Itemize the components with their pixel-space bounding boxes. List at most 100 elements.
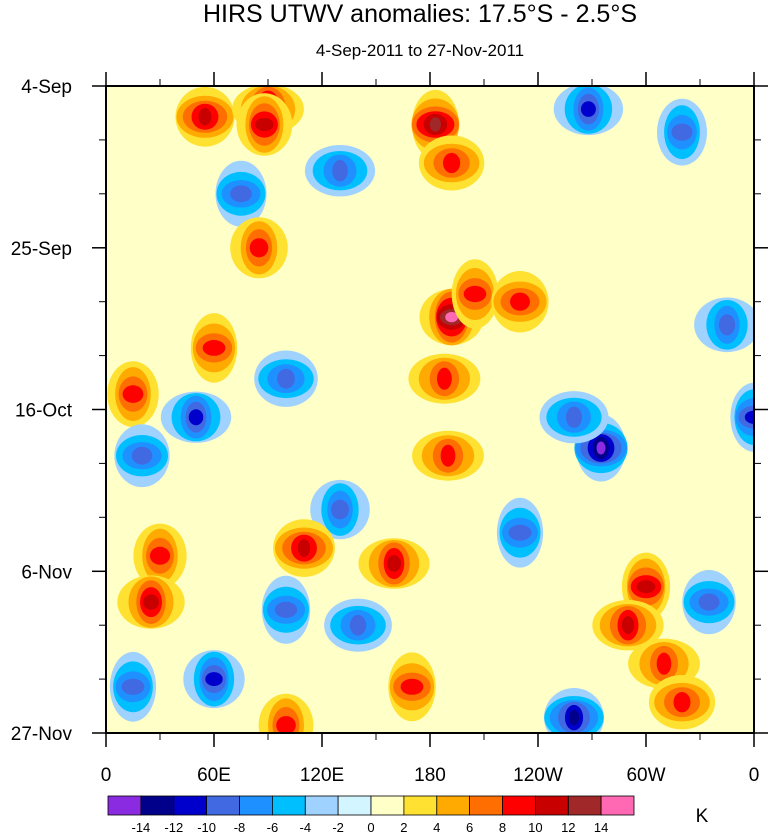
colorbar-swatch xyxy=(337,795,372,816)
colorbar-swatch xyxy=(567,795,602,816)
anomaly-feature xyxy=(451,259,499,329)
anomaly-contour xyxy=(508,524,532,541)
anomaly-field xyxy=(107,86,754,733)
colorbar-unit: K xyxy=(696,806,709,827)
anomaly-feature xyxy=(496,497,544,568)
colorbar-tick-label: -10 xyxy=(197,820,216,834)
colorbar-swatch xyxy=(370,795,405,816)
anomaly-contour xyxy=(510,292,530,311)
anomaly-contour xyxy=(718,314,736,336)
anomaly-contour xyxy=(349,614,367,636)
x-tick-label: 0 xyxy=(101,765,112,786)
anomaly-contour xyxy=(202,340,226,356)
anomaly-contour xyxy=(400,678,424,695)
colorbar-tick-label: -2 xyxy=(332,820,344,834)
anomaly-feature xyxy=(324,598,392,652)
y-tick-label: 16-Oct xyxy=(15,401,73,422)
colorbar-swatch xyxy=(502,795,536,816)
anomaly-feature xyxy=(183,650,245,709)
anomaly-feature xyxy=(682,570,736,635)
colorbar-tick-label: 10 xyxy=(528,820,542,834)
colorbar-tick-label: -6 xyxy=(267,820,279,834)
anomaly-contour xyxy=(149,546,171,565)
anomaly-feature xyxy=(592,600,664,651)
anomaly-feature xyxy=(539,391,609,444)
anomaly-contour xyxy=(332,159,348,182)
anomaly-contour xyxy=(122,385,144,403)
colorbar-tick-label: -8 xyxy=(234,820,246,834)
colorbar-tick-label: 12 xyxy=(561,820,575,834)
x-tick-label: 0 xyxy=(749,765,760,786)
anomaly-contour xyxy=(437,367,452,390)
anomaly-contour xyxy=(566,406,582,428)
anomaly-feature xyxy=(175,86,235,147)
colorbar-swatch xyxy=(436,795,471,816)
colorbar-swatch xyxy=(469,795,503,816)
x-tick-label: 60E xyxy=(197,765,231,786)
anomaly-contour xyxy=(249,238,269,258)
anomaly-feature xyxy=(648,675,716,730)
colorbar-tick-label: 2 xyxy=(400,820,407,834)
colorbar-swatch xyxy=(173,795,208,816)
anomaly-feature xyxy=(408,353,481,404)
anomaly-feature xyxy=(730,382,754,452)
chart-subtitle: 4-Sep-2011 to 27-Nov-2011 xyxy=(316,41,524,60)
colorbar-tick-label: -14 xyxy=(132,820,151,834)
anomaly-contour xyxy=(445,312,458,323)
anomaly-feature xyxy=(109,651,157,722)
anomaly-feature xyxy=(621,552,671,621)
anomaly-contour xyxy=(596,441,606,455)
x-tick-label: 180 xyxy=(414,765,446,786)
colorbar: -14 -12 -10 -8 -6 -4 -2 0 2 4 6 8 10 12 14 xyxy=(107,795,635,834)
anomaly-feature xyxy=(358,538,430,589)
anomaly-contour xyxy=(297,539,311,557)
anomaly-feature xyxy=(236,93,293,156)
anomaly-feature xyxy=(418,135,485,191)
anomaly-contour xyxy=(671,123,693,141)
anomaly-feature xyxy=(133,523,187,588)
colorbar-swatch xyxy=(239,795,273,816)
anomaly-contour xyxy=(698,593,720,611)
anomaly-feature xyxy=(412,430,484,481)
anomaly-contour xyxy=(277,368,295,389)
colorbar-swatch xyxy=(206,795,240,816)
anomaly-feature xyxy=(304,145,376,197)
colorbar-swatch xyxy=(403,795,438,816)
anomaly-contour xyxy=(673,692,691,713)
colorbar-tick-label: 6 xyxy=(466,820,473,834)
anomaly-contour xyxy=(255,117,274,132)
colorbar-tick-label: 0 xyxy=(367,820,374,834)
colorbar-swatch xyxy=(107,795,142,816)
anomaly-contour xyxy=(121,678,145,695)
anomaly-feature xyxy=(107,361,159,427)
y-tick-label: 27-Nov xyxy=(11,724,73,745)
anomaly-contour xyxy=(463,285,487,303)
anomaly-contour xyxy=(276,716,296,733)
anomaly-contour xyxy=(621,616,635,635)
anomaly-feature xyxy=(261,575,311,644)
anomaly-feature xyxy=(230,217,288,279)
anomaly-feature xyxy=(694,297,754,353)
anomaly-contour xyxy=(568,710,580,726)
anomaly-feature xyxy=(117,575,185,629)
anomaly-contour xyxy=(198,108,212,126)
anomaly-feature xyxy=(114,424,170,488)
colorbar-tick-label: 14 xyxy=(594,820,608,834)
anomaly-contour xyxy=(744,410,754,424)
anomaly-contour xyxy=(386,555,402,572)
colorbar-tick-label: 8 xyxy=(499,820,506,834)
anomaly-feature xyxy=(657,98,707,166)
anomaly-contour xyxy=(656,652,672,675)
anomaly-contour xyxy=(230,185,252,203)
colorbar-swatch xyxy=(535,795,569,816)
anomaly-feature xyxy=(491,271,549,333)
x-tick-label: 60W xyxy=(626,765,665,786)
x-axis: 0 60E 120E 180 120W 60W 0 xyxy=(101,72,760,786)
colorbar-tick-label: -12 xyxy=(164,820,183,834)
anomaly-feature xyxy=(254,350,318,407)
anomaly-contour xyxy=(331,499,349,520)
anomaly-feature xyxy=(215,160,267,227)
colorbar-tick-label: 4 xyxy=(433,820,440,834)
anomaly-contour xyxy=(205,672,223,687)
